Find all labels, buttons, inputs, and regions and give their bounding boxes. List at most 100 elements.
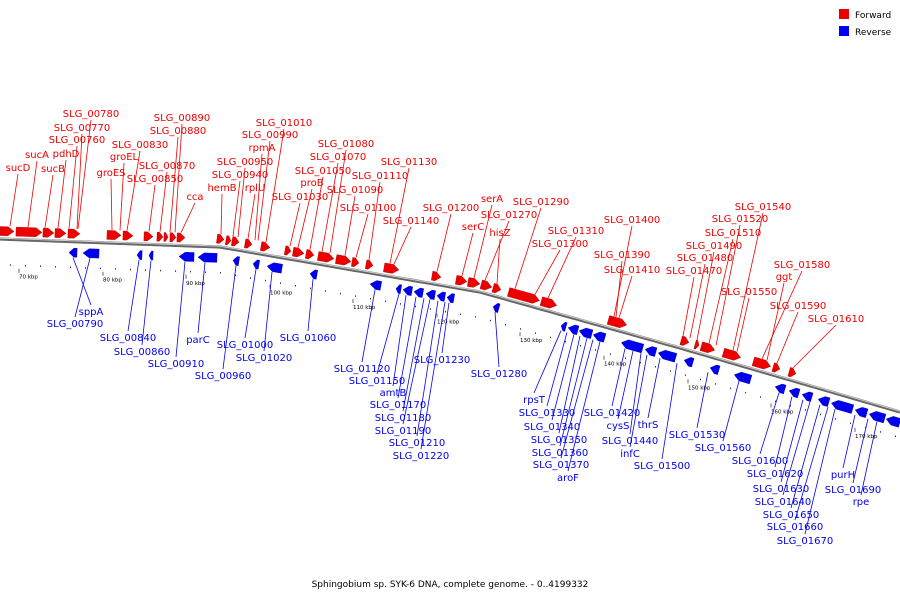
forward-gene-label-leader	[76, 133, 83, 229]
forward-gene-label: rplU	[245, 183, 266, 194]
legend: Forward Reverse	[839, 9, 892, 38]
reverse-gene-arrow	[854, 407, 869, 418]
reverse-gene-label: SLG_01440	[602, 436, 658, 447]
forward-gene-arrow	[54, 228, 67, 238]
reverse-gene-label: SLG_01340	[524, 422, 580, 433]
reverse-gene-label-leader	[127, 259, 140, 332]
forward-gene-arrow	[507, 287, 540, 304]
reverse-gene-label-leader	[790, 404, 821, 509]
reverse-gene-label: sppA	[79, 307, 104, 318]
scale-minor-tick	[325, 290, 326, 292]
forward-gene-label: SLG_01070	[310, 152, 366, 163]
forward-gene-label-leader	[110, 178, 113, 231]
forward-gene-arrow	[42, 227, 55, 238]
reverse-gene-label-leader	[860, 421, 878, 496]
forward-gene-label: serC	[462, 222, 484, 233]
reverse-gene-label-leader	[397, 296, 417, 399]
reverse-gene-label: SLG_01530	[669, 430, 725, 441]
scale-minor-tick	[145, 269, 146, 271]
forward-gene-label: groES	[96, 168, 125, 179]
forward-gene-label-leader	[761, 270, 803, 360]
reverse-gene-arrow	[801, 391, 814, 402]
reverse-gene-label: amtB	[380, 388, 407, 399]
forward-gene-label-leader	[180, 202, 196, 233]
reverse-gene-label-leader	[617, 350, 634, 420]
forward-gene-label: SLG_01110	[352, 171, 408, 182]
forward-gene-label-leader	[514, 207, 542, 289]
reverse-gene-arrow	[868, 411, 887, 424]
scale-minor-tick	[655, 366, 656, 368]
scale-minor-tick	[250, 277, 251, 279]
reverse-gene-label-leader	[307, 279, 314, 332]
reverse-gene-label-leader	[420, 301, 446, 450]
forward-gene-label: SLG_01100	[340, 203, 396, 214]
forward-gene-label: SLG_01610	[808, 314, 864, 325]
scale-minor-tick	[25, 264, 26, 267]
scale-tick-label: 170 kbp	[855, 434, 878, 440]
scale-minor-tick	[790, 405, 791, 407]
reverse-gene-arrow	[252, 259, 260, 270]
reverse-gene-label-leader	[402, 299, 431, 425]
forward-gene-label-leader	[119, 162, 125, 231]
forward-gene-arrow	[67, 228, 81, 239]
reverse-gene-label-leader	[647, 358, 661, 419]
reverse-gene-arrows	[68, 247, 900, 428]
reverse-gene-arrow	[560, 321, 568, 332]
forward-gene-label: SLG_00830	[112, 140, 168, 151]
forward-gene-label: SLG_01290	[513, 197, 569, 208]
forward-gene-label: pdhD	[53, 149, 80, 160]
reverse-gene-label-leader	[533, 330, 562, 394]
reverse-gene-label-leader	[494, 312, 500, 368]
scale-minor-tick	[625, 357, 626, 360]
reverse-gene-label-leader	[774, 396, 793, 468]
reverse-gene-label-leader	[696, 372, 709, 429]
genome-backbone	[0, 237, 900, 414]
reverse-gene-label: SLG_01370	[533, 460, 589, 471]
scale-minor-tick	[820, 413, 821, 416]
forward-gene-labels: sucDsucAsucBpdhDSLG_00760SLG_00770SLG_00…	[6, 109, 864, 369]
reverse-gene-arrow	[68, 247, 78, 258]
reverse-gene-arrow	[774, 383, 787, 395]
legend-forward-swatch	[839, 9, 849, 19]
legend-forward-label: Forward	[855, 11, 891, 21]
forward-gene-label-leader	[309, 176, 324, 250]
reverse-gene-label: parC	[186, 335, 210, 346]
forward-gene-label-leader	[368, 181, 381, 260]
forward-gene-label-leader	[613, 225, 633, 317]
reverse-gene-arrow	[683, 357, 695, 368]
reverse-gene-label-leader	[611, 348, 626, 407]
forward-gene-label: SLG_00780	[63, 109, 119, 120]
scale-minor-tick	[565, 340, 566, 343]
forward-gene-arrow	[260, 241, 271, 252]
forward-gene-label: SLG_01520	[712, 214, 768, 225]
forward-gene-arrow	[216, 233, 225, 244]
forward-gene-label-leader	[715, 224, 741, 346]
reverse-gene-label: SLG_01190	[375, 426, 431, 437]
reverse-gene-label-leader	[852, 418, 869, 484]
reverse-gene-label: SLG_01120	[334, 364, 390, 375]
reverse-gene-label: SLG_01640	[755, 497, 811, 508]
forward-gene-label-leader	[237, 167, 246, 238]
scale-minor-tick	[430, 308, 431, 310]
forward-gene-arrow	[305, 249, 315, 260]
forward-gene-arrow	[163, 232, 169, 242]
forward-gene-label-leader	[9, 173, 19, 227]
reverse-gene-label: SLG_01280	[471, 369, 527, 380]
forward-gene-label-leader	[57, 159, 67, 229]
forward-gene-label: SLG_00850	[127, 174, 183, 185]
forward-gene-label-leader	[389, 167, 410, 264]
scale-tick-label: 160 kbp	[771, 409, 794, 415]
scale-minor-tick	[475, 316, 476, 318]
reverse-gene-label: SLG_01020	[236, 353, 292, 364]
reverse-gene-label: SLG_01360	[532, 448, 588, 459]
reverse-gene-label: SLG_01220	[393, 451, 449, 462]
reverse-gene-label: SLG_01420	[584, 408, 640, 419]
forward-gene-arrow	[455, 275, 468, 286]
scale-minor-tick	[280, 282, 281, 284]
reverse-gene-label: SLG_01170	[370, 400, 426, 411]
scale-minor-tick	[775, 400, 776, 403]
reverse-gene-label-leader	[441, 302, 450, 354]
scale-minor-tick	[760, 396, 761, 398]
forward-gene-label-leader	[736, 297, 750, 352]
reverse-gene-arrow	[309, 269, 318, 280]
